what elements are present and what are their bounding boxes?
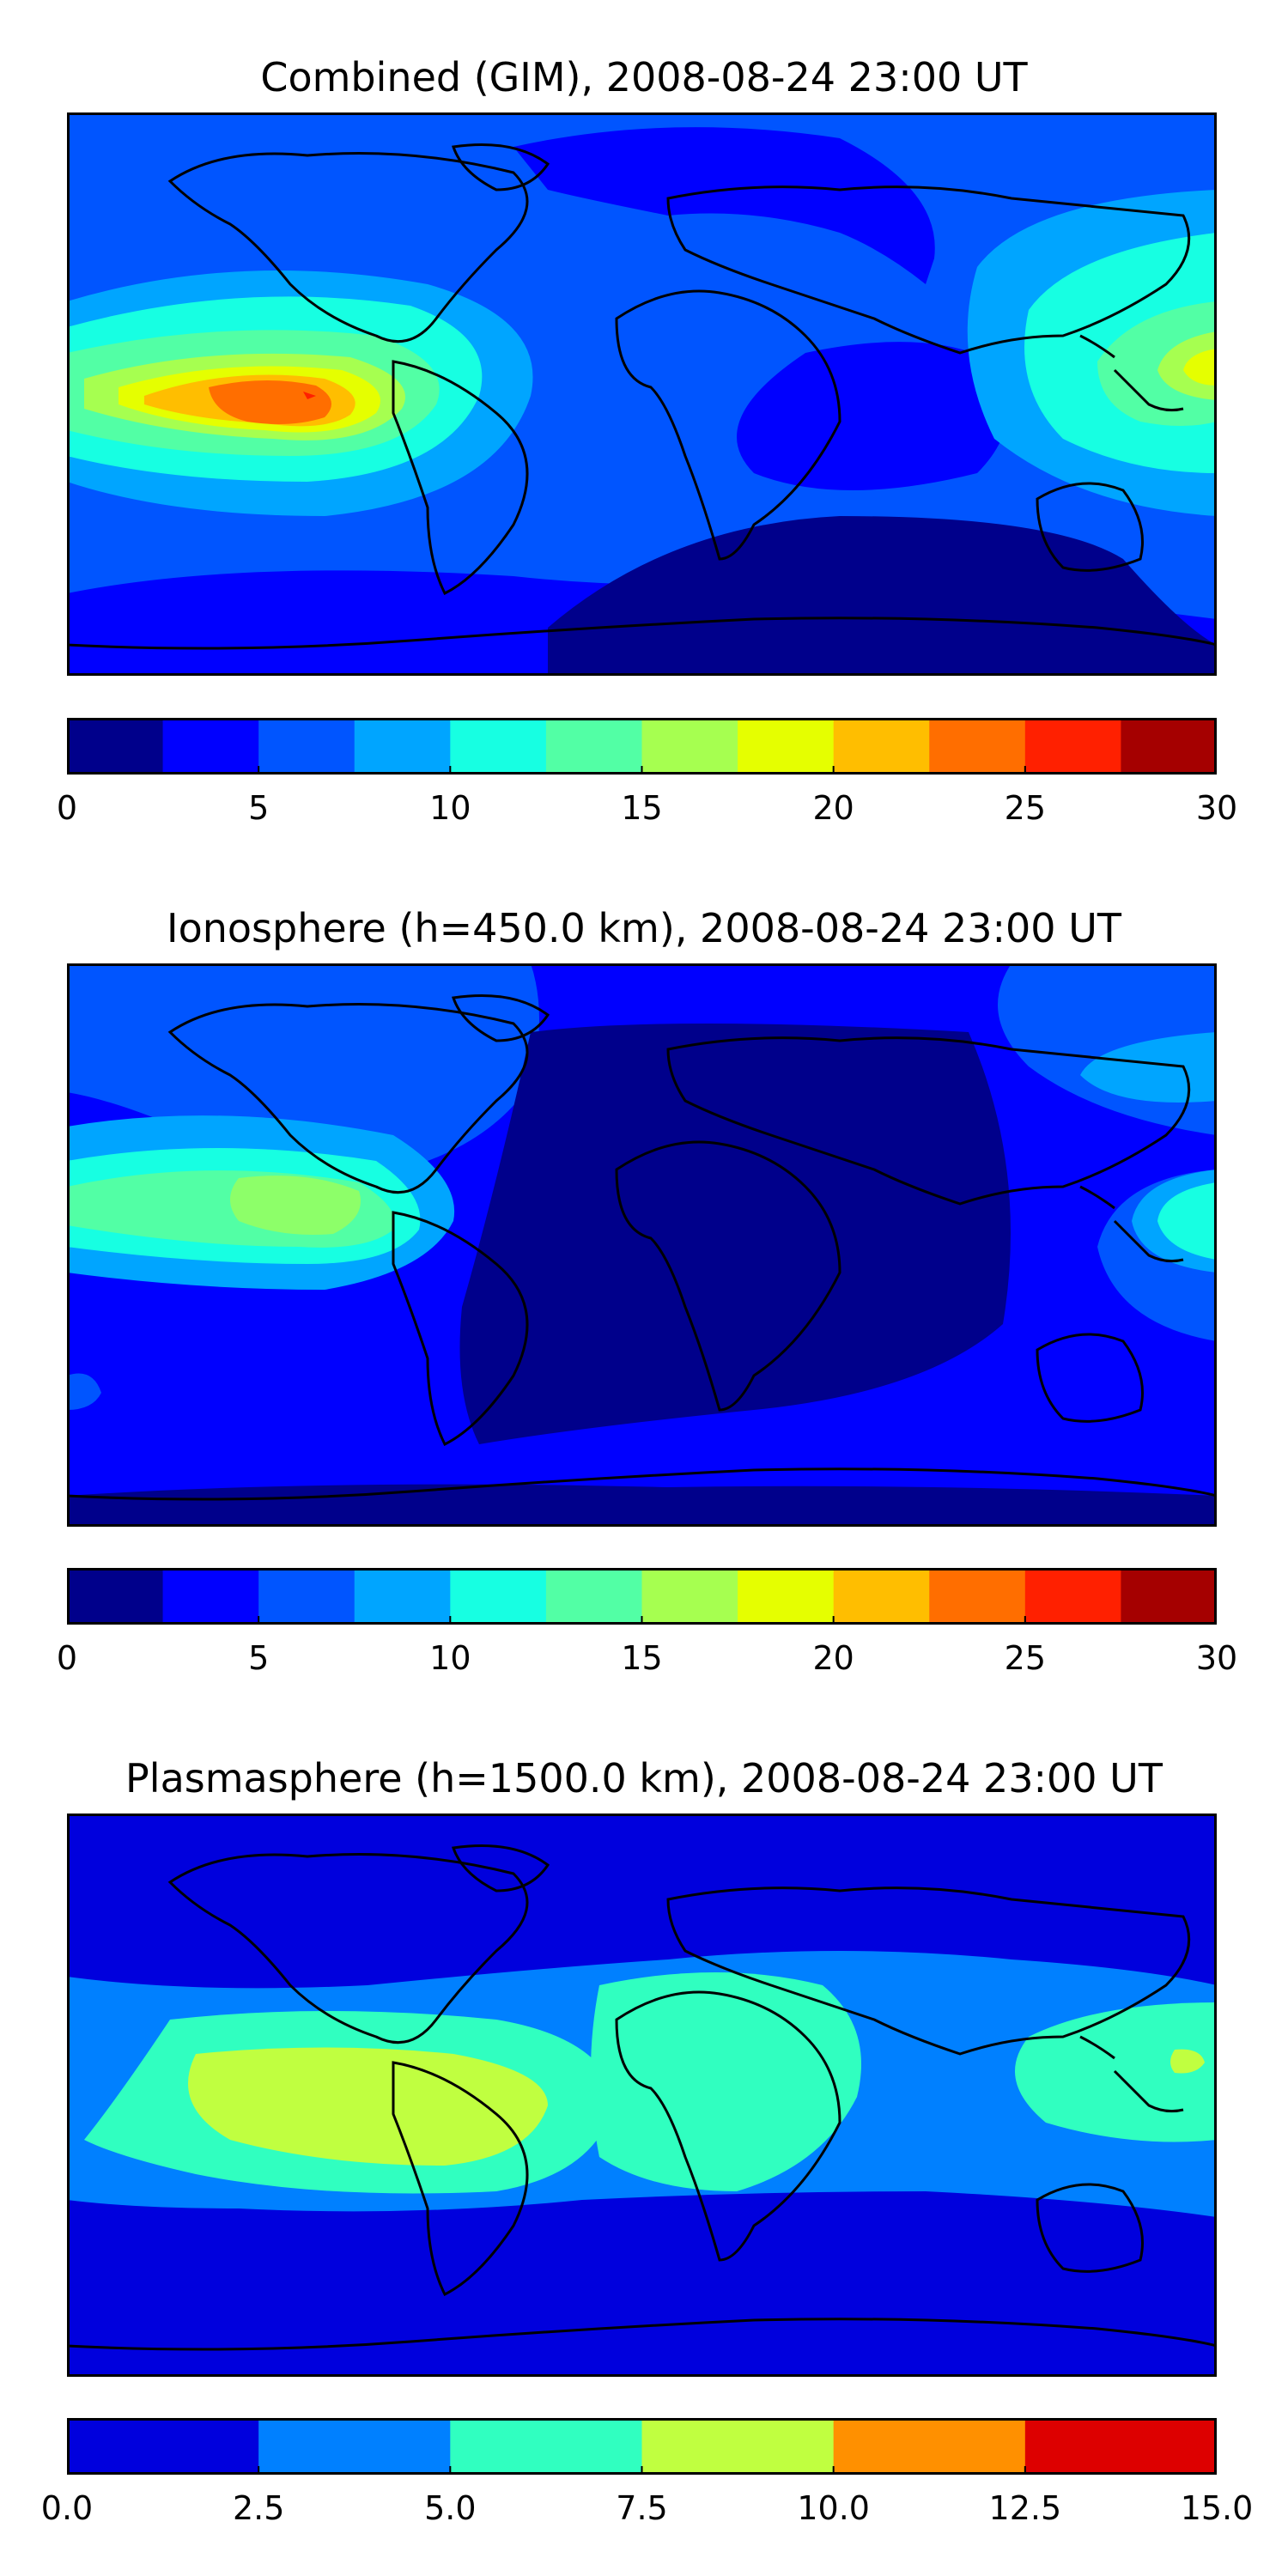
colorbar-swatch xyxy=(833,718,930,775)
panel2-title: Ionosphere (h=450.0 km), 2008-08-24 23:0… xyxy=(167,905,1121,951)
colorbar-tick-label: 0.0 xyxy=(40,2489,94,2527)
colorbar-swatch xyxy=(162,1568,259,1625)
colorbar-swatch xyxy=(1024,1568,1121,1625)
colorbar-tick-label: 25 xyxy=(1004,789,1047,827)
colorbar-swatch xyxy=(67,718,164,775)
panel2-colorbar-ticks: 0 5 10 15 20 25 30 xyxy=(57,1638,1237,1681)
colorbar-swatch xyxy=(67,2418,259,2475)
colorbar-tick-label: 30 xyxy=(1195,789,1238,827)
panel1-colorbar-ticks: 0 5 10 15 20 25 30 xyxy=(57,788,1237,831)
colorbar-swatch xyxy=(929,718,1026,775)
colorbar-swatch xyxy=(450,718,547,775)
colorbar-tick-label: 10 xyxy=(429,789,471,827)
colorbar-tick-label: 10.0 xyxy=(797,2489,870,2527)
panel2-map xyxy=(67,963,1217,1527)
panel1-map xyxy=(67,112,1217,676)
colorbar-swatch xyxy=(833,1568,930,1625)
colorbar-swatch xyxy=(929,1568,1026,1625)
colorbar-swatch xyxy=(67,1568,164,1625)
colorbar-swatch xyxy=(1121,718,1217,775)
colorbar-swatch xyxy=(450,2418,642,2475)
colorbar-tick-label: 15 xyxy=(621,789,663,827)
colorbar-swatch xyxy=(258,718,355,775)
colorbar-swatch xyxy=(450,1568,547,1625)
panel3-title: Plasmasphere (h=1500.0 km), 2008-08-24 2… xyxy=(125,1755,1163,1801)
colorbar-swatch xyxy=(545,1568,642,1625)
colorbar-swatch xyxy=(738,1568,835,1625)
colorbar-tick-label: 0 xyxy=(56,1639,78,1677)
colorbar-swatch xyxy=(641,718,738,775)
colorbar-tick-label: 2.5 xyxy=(232,2489,285,2527)
colorbar-swatch xyxy=(1024,718,1121,775)
colorbar-swatch xyxy=(641,2418,835,2475)
panel3-colorbar xyxy=(67,2418,1217,2475)
colorbar-swatch xyxy=(833,2418,1026,2475)
colorbar-tick-label: 0 xyxy=(56,789,78,827)
colorbar-swatch xyxy=(354,1568,451,1625)
colorbar-swatch xyxy=(354,718,451,775)
colorbar-tick-label: 12.5 xyxy=(988,2489,1062,2527)
colorbar-tick-label: 5 xyxy=(248,789,270,827)
colorbar-swatch xyxy=(1024,2418,1217,2475)
panel1-title: Combined (GIM), 2008-08-24 23:00 UT xyxy=(260,54,1028,100)
colorbar-tick-label: 7.5 xyxy=(616,2489,668,2527)
colorbar-swatch xyxy=(1121,1568,1217,1625)
colorbar-tick-label: 30 xyxy=(1195,1639,1238,1677)
colorbar-tick-label: 25 xyxy=(1004,1639,1047,1677)
panel1-colorbar xyxy=(67,718,1217,775)
colorbar-swatch xyxy=(545,718,642,775)
colorbar-tick-label: 15.0 xyxy=(1180,2489,1254,2527)
colorbar-tick-label: 10 xyxy=(429,1639,471,1677)
colorbar-swatch xyxy=(162,718,259,775)
panel3-map xyxy=(67,1814,1217,2377)
colorbar-tick-label: 5 xyxy=(248,1639,270,1677)
panel2-colorbar xyxy=(67,1568,1217,1625)
colorbar-tick-label: 5.0 xyxy=(424,2489,477,2527)
colorbar-swatch xyxy=(738,718,835,775)
colorbar-tick-label: 15 xyxy=(621,1639,663,1677)
colorbar-swatch xyxy=(258,1568,355,1625)
colorbar-swatch xyxy=(258,2418,451,2475)
panel3-colorbar-ticks: 0.0 2.5 5.0 7.5 10.0 12.5 15.0 xyxy=(41,2488,1254,2531)
colorbar-swatch xyxy=(641,1568,738,1625)
colorbar-tick-label: 20 xyxy=(812,789,854,827)
colorbar-tick-label: 20 xyxy=(812,1639,854,1677)
